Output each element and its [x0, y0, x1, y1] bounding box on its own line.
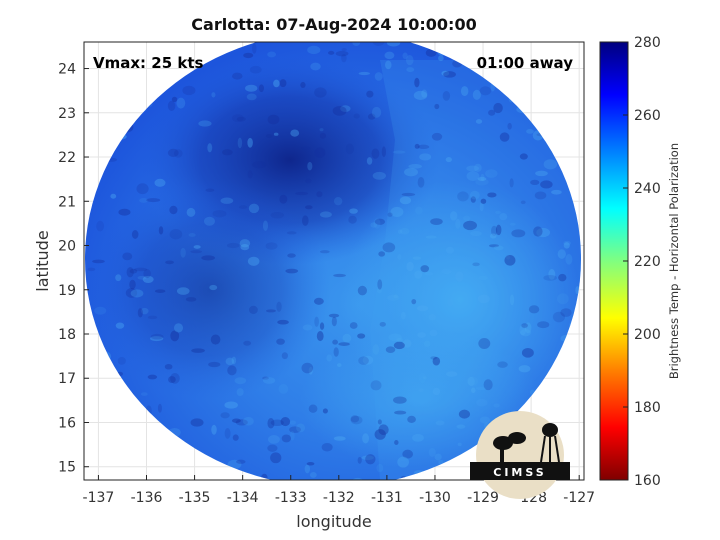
satellite-dish-icon: [493, 432, 526, 463]
y-axis-label: latitude: [33, 230, 52, 291]
x-tick-label: -133: [275, 490, 307, 506]
x-tick-label: -129: [467, 490, 499, 506]
y-tick-label: 17: [58, 371, 76, 387]
water-tower-icon: [540, 423, 560, 463]
y-tick-label: 23: [58, 106, 76, 122]
logo-band: [470, 462, 570, 480]
colorbar-label: Brightness Temp - Horizontal Polarizatio…: [667, 143, 681, 379]
cimss-logo: CIMSS: [470, 411, 570, 499]
y-tick-label: 22: [58, 150, 76, 166]
x-tick-label: -134: [227, 490, 259, 506]
plot-border: [83, 41, 585, 481]
colorbar-tick-label: 260: [634, 108, 661, 124]
vmax-label: Vmax: 25 kts: [93, 54, 203, 72]
y-tick-label: 20: [58, 239, 76, 255]
y-axis-ticks: 24 23 22 21 20 19 18 17 16 15: [58, 62, 89, 476]
y-tick-label: 19: [58, 283, 76, 299]
x-axis-ticks: -137 -136 -135 -134 -133 -132 -131 -130 -129 -128…: [83, 475, 595, 506]
y-tick-label: 15: [58, 460, 76, 476]
time-away-label: 01:00 away: [477, 54, 574, 72]
colorbar-tick-label: 280: [634, 35, 661, 51]
x-tick-label: -132: [323, 490, 355, 506]
logo-text: CIMSS: [493, 466, 546, 479]
warm-region-south: [300, 330, 540, 470]
x-tick-label: -136: [131, 490, 163, 506]
x-axis-label: longitude: [296, 512, 371, 531]
y-tick-label: 18: [58, 327, 76, 343]
colorbar-tick-label: 240: [634, 181, 661, 197]
y-tick-label: 21: [58, 194, 76, 210]
x-tick-label: -137: [83, 490, 115, 506]
x-tick-label: -135: [179, 490, 211, 506]
cold-cloud-band: [90, 180, 330, 400]
colorbar-tick-label: 160: [634, 473, 661, 489]
swath-seam-east: [370, 60, 581, 480]
colorbar-ticks: 280 260 240 220 200 180 160: [623, 35, 661, 489]
colorbar-tick-label: 180: [634, 400, 661, 416]
colorbar-tick-label: 200: [634, 327, 661, 343]
x-tick-label: -127: [563, 490, 595, 506]
y-tick-label: 16: [58, 415, 76, 431]
chart-title: Carlotta: 07-Aug-2024 10:00:00: [191, 15, 476, 34]
swath-image: [85, 42, 581, 480]
y-tick-label: 24: [58, 62, 76, 78]
x-tick-label: -130: [419, 490, 451, 506]
x-tick-label: -131: [371, 490, 403, 506]
colorbar-tick-label: 220: [634, 254, 661, 270]
